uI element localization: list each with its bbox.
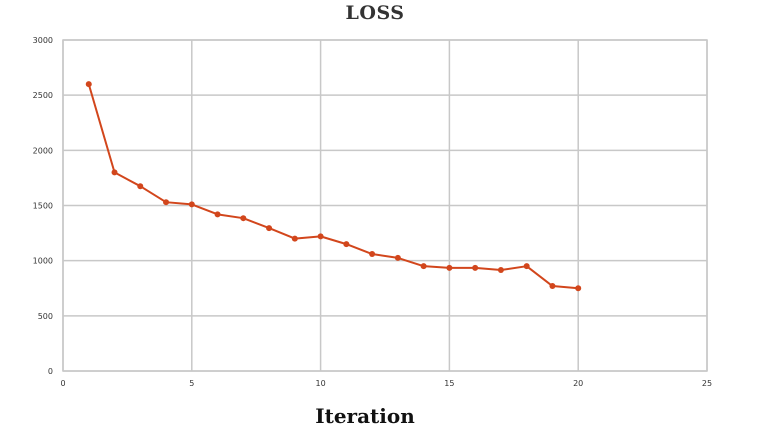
data-point [394,254,401,261]
data-point [420,263,427,270]
x-tick-label: 20 [573,379,583,388]
data-point [163,199,170,206]
data-point [575,285,582,292]
data-point [369,251,376,258]
x-tick-label: 0 [60,379,65,388]
data-point [266,225,273,232]
data-point [111,169,118,176]
chart-title: LOSS [345,2,405,24]
x-tick-label: 25 [702,379,712,388]
y-tick-label: 2500 [33,91,53,100]
x-tick-label: 15 [444,379,454,388]
data-point [472,264,479,271]
data-point [317,233,324,240]
x-tick-label: 5 [189,379,194,388]
data-point [523,263,530,270]
x-tick-label: 10 [316,379,326,388]
y-tick-label: 3000 [33,36,53,45]
data-point [446,264,453,271]
y-tick-label: 0 [48,367,53,376]
y-tick-label: 500 [38,312,53,321]
data-point [291,235,298,242]
y-tick-label: 1000 [33,257,53,266]
y-tick-label: 2000 [33,146,53,155]
data-point [240,215,247,222]
data-point [137,183,144,190]
data-point [188,201,195,208]
data-point [85,81,92,88]
data-point [214,211,221,218]
data-point [497,267,504,274]
data-point [343,241,350,248]
loss-series-line [87,83,579,290]
data-point [549,283,556,290]
y-tick-label: 1500 [33,202,53,211]
x-axis-label: Iteration [315,404,415,428]
